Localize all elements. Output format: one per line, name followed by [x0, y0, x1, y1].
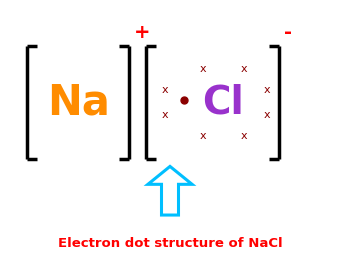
Text: x: x [199, 131, 206, 141]
Text: x: x [240, 131, 247, 141]
Text: x: x [264, 110, 271, 120]
Text: x: x [162, 110, 168, 120]
Text: x: x [199, 64, 206, 74]
Text: Electron dot structure of NaCl: Electron dot structure of NaCl [58, 237, 282, 250]
Text: x: x [240, 64, 247, 74]
Text: x: x [162, 84, 168, 95]
Text: +: + [134, 23, 151, 42]
Text: Na: Na [47, 81, 109, 123]
Text: Cl: Cl [202, 83, 244, 121]
Polygon shape [148, 166, 192, 215]
Text: -: - [284, 23, 292, 42]
Text: x: x [264, 84, 271, 95]
